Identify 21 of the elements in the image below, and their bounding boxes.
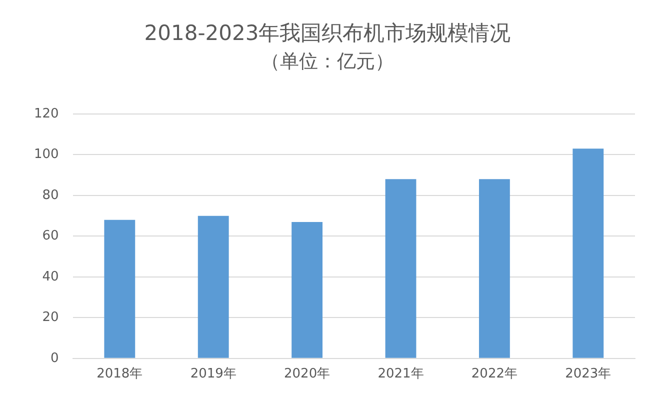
y-tick-label: 80	[42, 188, 59, 203]
bar	[104, 220, 136, 358]
y-tick-label: 20	[42, 310, 59, 326]
bar	[198, 216, 229, 358]
bar	[478, 179, 510, 358]
x-tick-label: 2019年	[190, 366, 236, 382]
bar	[572, 148, 604, 358]
x-tick-label: 2018年	[96, 366, 143, 382]
x-tick-label: 2022年	[471, 366, 518, 382]
y-tick-label: 0	[50, 350, 59, 366]
y-tick-label: 100	[34, 147, 59, 162]
chart-subtitle: （单位：亿元）	[261, 50, 394, 73]
bar	[385, 179, 416, 358]
x-tick-label: 2020年	[284, 366, 330, 382]
y-tick-label: 120	[34, 106, 59, 122]
y-tick-label: 60	[42, 228, 59, 244]
x-tick-label: 2023年	[565, 366, 612, 382]
x-tick-label: 2021年	[378, 366, 424, 382]
chart-title: 2018-2023年我国织布机市场规模情况	[144, 21, 511, 46]
y-tick-label: 40	[42, 269, 59, 284]
bar	[292, 222, 323, 358]
